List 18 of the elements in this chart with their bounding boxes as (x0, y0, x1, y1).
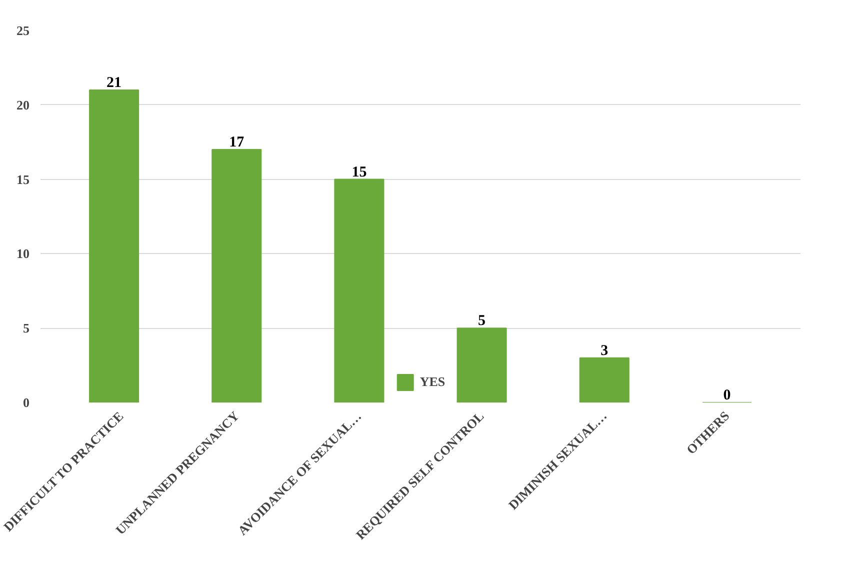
bar (334, 178, 384, 402)
y-tick-label: 5 (23, 320, 30, 336)
y-tick-label: 20 (16, 97, 30, 112)
y-tick-label: 15 (16, 172, 30, 187)
bar (212, 149, 262, 402)
data-label: 21 (106, 75, 122, 92)
data-label: 15 (352, 164, 367, 180)
y-tick-label: 0 (23, 395, 30, 410)
data-label: 5 (478, 313, 486, 330)
bar (579, 357, 630, 402)
data-label: 0 (723, 388, 731, 404)
data-label: 17 (229, 134, 245, 151)
legend-label: YES (420, 374, 446, 390)
y-tick-label: 25 (16, 23, 30, 38)
bar (89, 90, 140, 402)
bar (456, 328, 507, 402)
y-tick-label: 10 (16, 246, 30, 262)
data-label: 3 (600, 342, 608, 359)
